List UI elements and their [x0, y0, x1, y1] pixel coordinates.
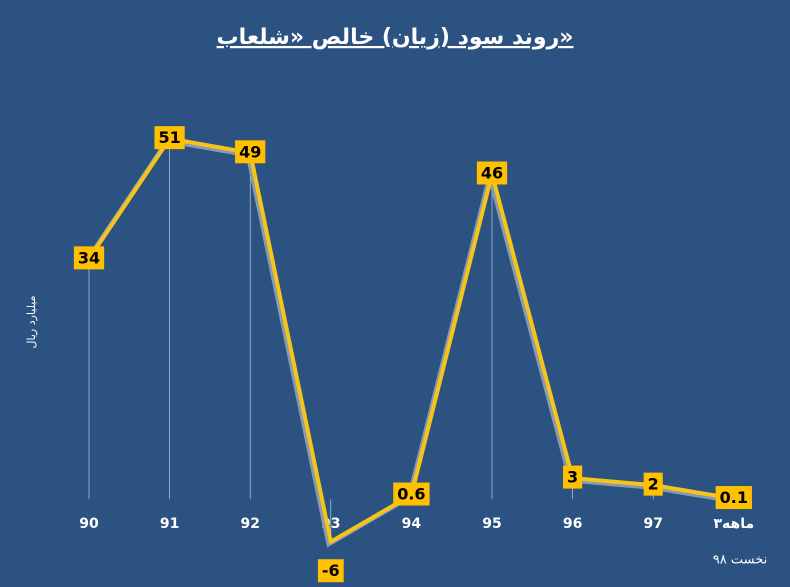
data-label: 0.6: [397, 485, 425, 504]
x-tick-label: 90: [79, 516, 99, 532]
x-tick-label: 95: [482, 516, 501, 532]
data-label-box: [715, 486, 752, 510]
y-axis-label: میلیارد ریال: [25, 295, 38, 348]
data-label-box: [235, 140, 266, 164]
x-tick-label: 97: [643, 516, 662, 532]
data-label-box: [154, 126, 185, 150]
data-label: 51: [158, 128, 180, 147]
x-tick-label: 91: [160, 516, 179, 532]
data-label: 2: [648, 475, 659, 494]
data-label: 0.1: [720, 488, 748, 507]
data-label: 49: [239, 142, 261, 161]
data-label: -6: [322, 561, 340, 580]
x-tick-label: 96: [563, 516, 582, 532]
data-label-box: [563, 465, 583, 489]
x-tick-label: 94: [402, 516, 422, 532]
chart-title: روند سود (زیان) خالص «شلعاب»: [217, 25, 574, 50]
data-label: 46: [481, 164, 503, 183]
data-label: 3: [567, 468, 578, 487]
x-tick-label: ۳ماهه: [713, 516, 754, 532]
data-label-box: [476, 161, 508, 185]
category-note: نخست ۹۸: [713, 553, 767, 568]
data-label-box: [393, 482, 430, 506]
data-label: 34: [78, 248, 100, 267]
x-tick-label: 92: [240, 516, 259, 532]
data-label-box: [643, 472, 663, 496]
data-label-box: [317, 559, 344, 583]
data-label-box: [73, 246, 105, 270]
